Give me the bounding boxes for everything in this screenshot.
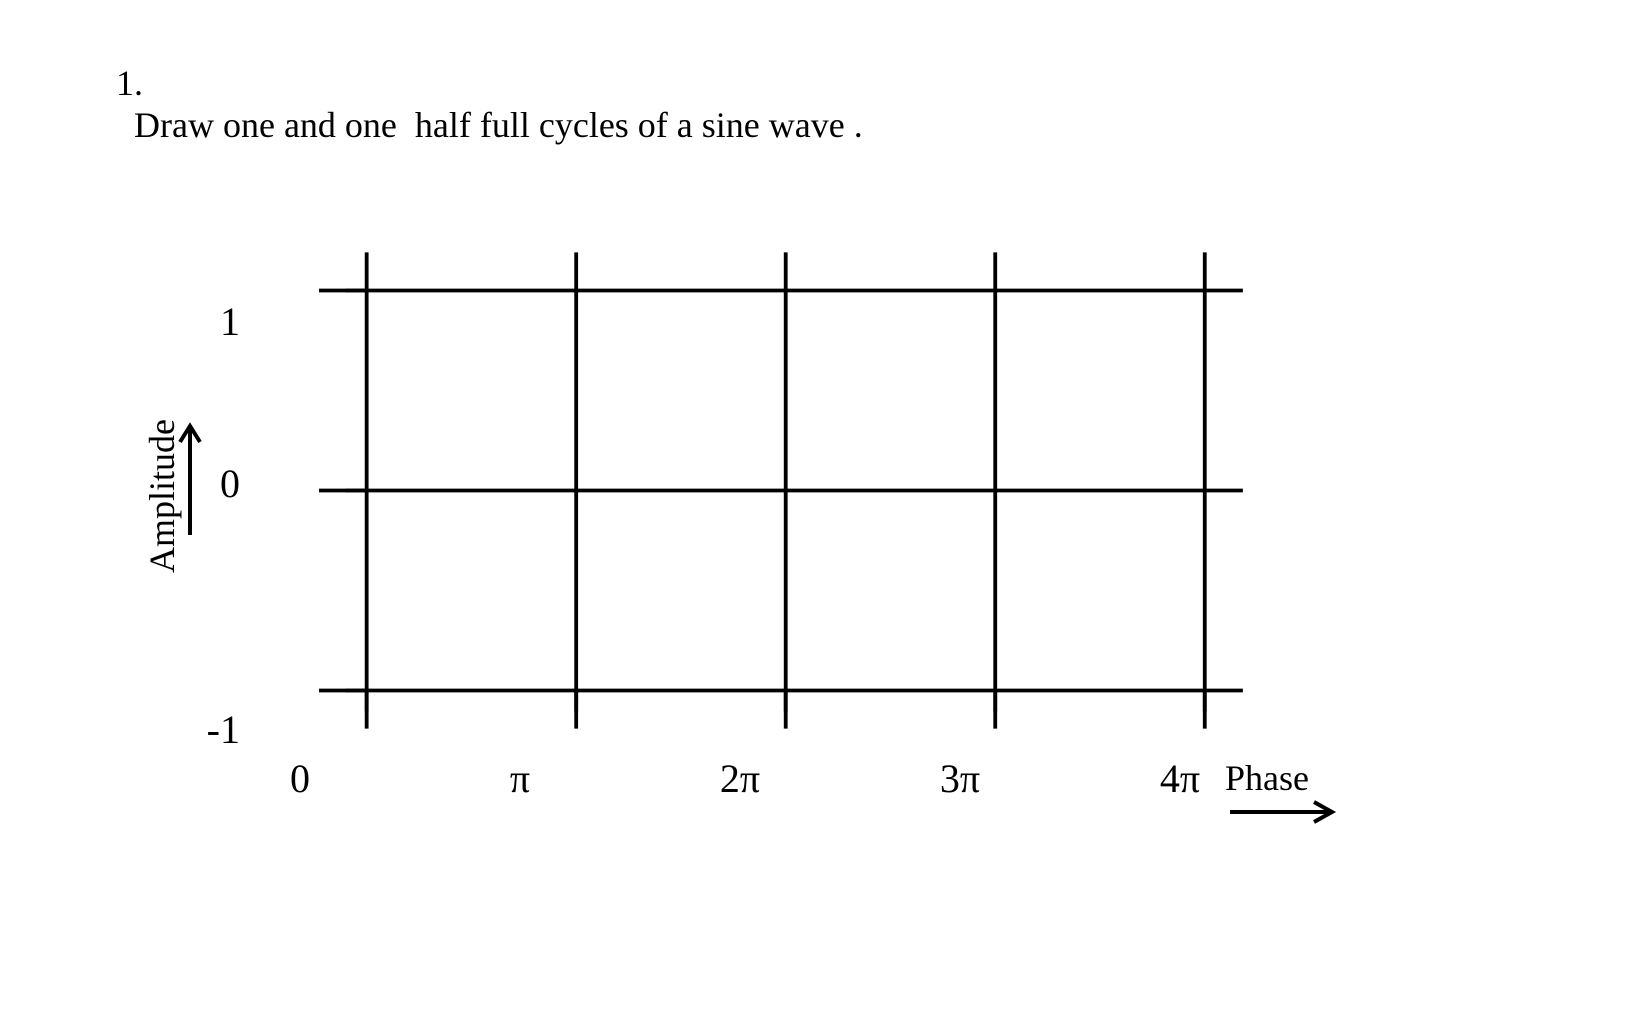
question-line: 1. Draw one and one half full cycles of … [80,20,863,188]
chart-grid [300,220,1300,780]
x-tick-label-4pi: 4π [1160,755,1200,802]
x-axis-label: Phase [1225,757,1309,799]
question-number: 1. [116,63,143,103]
page: 1. Draw one and one half full cycles of … [0,0,1635,1009]
x-tick-label-pi: π [510,755,530,802]
phase-arrow-icon [1228,798,1338,831]
y-tick-label-1: 1 [180,298,240,345]
x-tick-label-2pi: 2π [720,755,760,802]
question-text: Draw one and one half full cycles of a s… [134,105,863,145]
x-tick-label-3pi: 3π [940,755,980,802]
y-tick-label-neg1: -1 [180,706,240,753]
x-tick-label-0: 0 [290,755,310,802]
y-tick-label-0: 0 [180,460,240,507]
